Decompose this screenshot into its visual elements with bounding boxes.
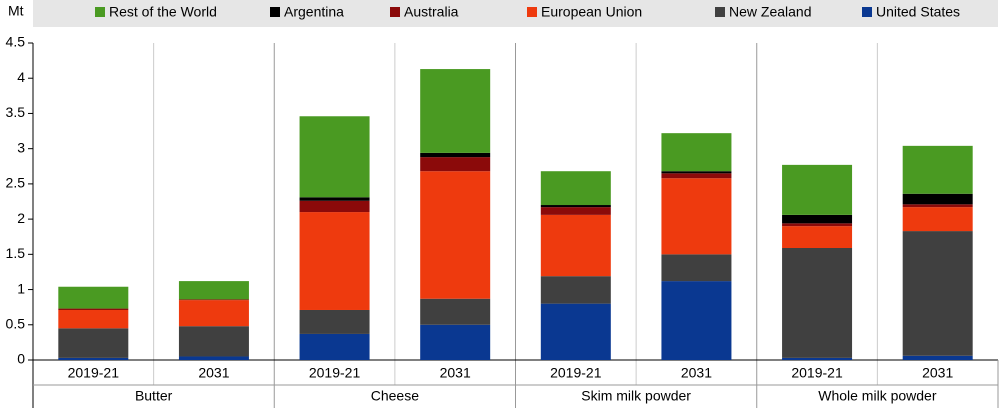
bar-segment: [782, 357, 853, 360]
group-label: Whole milk powder: [818, 388, 937, 404]
bar-segment: [420, 69, 491, 153]
y-tick-label: 3.5: [6, 104, 26, 120]
bar-segment: [299, 212, 370, 310]
bar-segment: [902, 231, 973, 356]
legend-swatch: [862, 7, 872, 17]
bar-segment: [782, 214, 853, 224]
y-tick-label: 1: [17, 280, 25, 296]
bar-segment: [540, 205, 611, 208]
legend-label: Rest of the World: [109, 4, 217, 20]
x-tick-label: 2019-21: [309, 365, 361, 381]
group-label: Cheese: [371, 388, 419, 404]
bar-segment: [661, 281, 732, 360]
legend-label: United States: [876, 4, 960, 20]
legend-swatch: [715, 7, 725, 17]
bar-segment: [782, 164, 853, 215]
y-tick-label: 0: [17, 351, 25, 367]
y-tick-label: 2.5: [6, 175, 26, 191]
bar-segment: [782, 223, 853, 227]
bar-segment: [299, 116, 370, 198]
legend-swatch: [390, 7, 400, 17]
y-tick-label: 4.5: [6, 34, 26, 50]
bar-segment: [420, 324, 491, 360]
x-tick-label: 2019-21: [791, 365, 843, 381]
legend-swatch: [95, 7, 105, 17]
x-tick-label: 2031: [198, 365, 229, 381]
bar-segment: [902, 193, 973, 205]
bar-segment: [299, 200, 370, 213]
x-tick-label: 2019-21: [68, 365, 120, 381]
bar-segment: [661, 133, 732, 172]
bar-segment: [540, 276, 611, 304]
bar-segment: [902, 145, 973, 194]
x-tick-label: 2031: [440, 365, 471, 381]
bar-segment: [58, 328, 129, 358]
y-tick-label: 4: [17, 69, 25, 85]
group-label: Butter: [135, 388, 173, 404]
bar-segment: [178, 281, 249, 300]
bar-segment: [58, 357, 129, 360]
bar-segment: [661, 178, 732, 255]
bar-segment: [299, 309, 370, 334]
bar-segment: [902, 204, 973, 208]
bar-segment: [420, 298, 491, 325]
bar-segment: [902, 355, 973, 360]
legend-label: Argentina: [284, 4, 344, 20]
y-axis-label: Mt: [8, 3, 24, 19]
bar-segment: [420, 171, 491, 299]
bar-segment: [540, 171, 611, 206]
bar-segment: [178, 326, 249, 357]
y-tick-label: 2: [17, 210, 25, 226]
bar-segment: [420, 152, 491, 158]
bar-segment: [782, 226, 853, 248]
legend-label: New Zealand: [729, 4, 812, 20]
bar-segment: [299, 333, 370, 360]
y-tick-label: 0.5: [6, 315, 26, 331]
bar-segment: [540, 207, 611, 215]
bar-segment: [661, 254, 732, 282]
legend-label: Australia: [404, 4, 459, 20]
bar-segment: [661, 171, 732, 174]
x-tick-label: 2019-21: [550, 365, 602, 381]
bar-segment: [178, 299, 249, 301]
bar-segment: [540, 303, 611, 360]
bar-segment: [299, 197, 370, 201]
group-label: Skim milk powder: [581, 388, 691, 404]
x-tick-label: 2031: [922, 365, 953, 381]
bar-segment: [420, 157, 491, 172]
legend-swatch: [527, 7, 537, 17]
bar-segment: [540, 214, 611, 277]
y-tick-label: 1.5: [6, 245, 26, 261]
legend-box: [33, 0, 998, 27]
bar-segment: [782, 247, 853, 358]
bar-segment: [178, 356, 249, 360]
bar-segment: [902, 207, 973, 232]
bar-segment: [58, 309, 129, 329]
bar-segment: [58, 308, 129, 310]
bar-segment: [661, 173, 732, 179]
y-tick-label: 3: [17, 139, 25, 155]
bar-segment: [178, 300, 249, 327]
legend-swatch: [270, 7, 280, 17]
bar-segment: [58, 286, 129, 309]
x-tick-label: 2031: [681, 365, 712, 381]
legend-label: European Union: [541, 4, 642, 20]
